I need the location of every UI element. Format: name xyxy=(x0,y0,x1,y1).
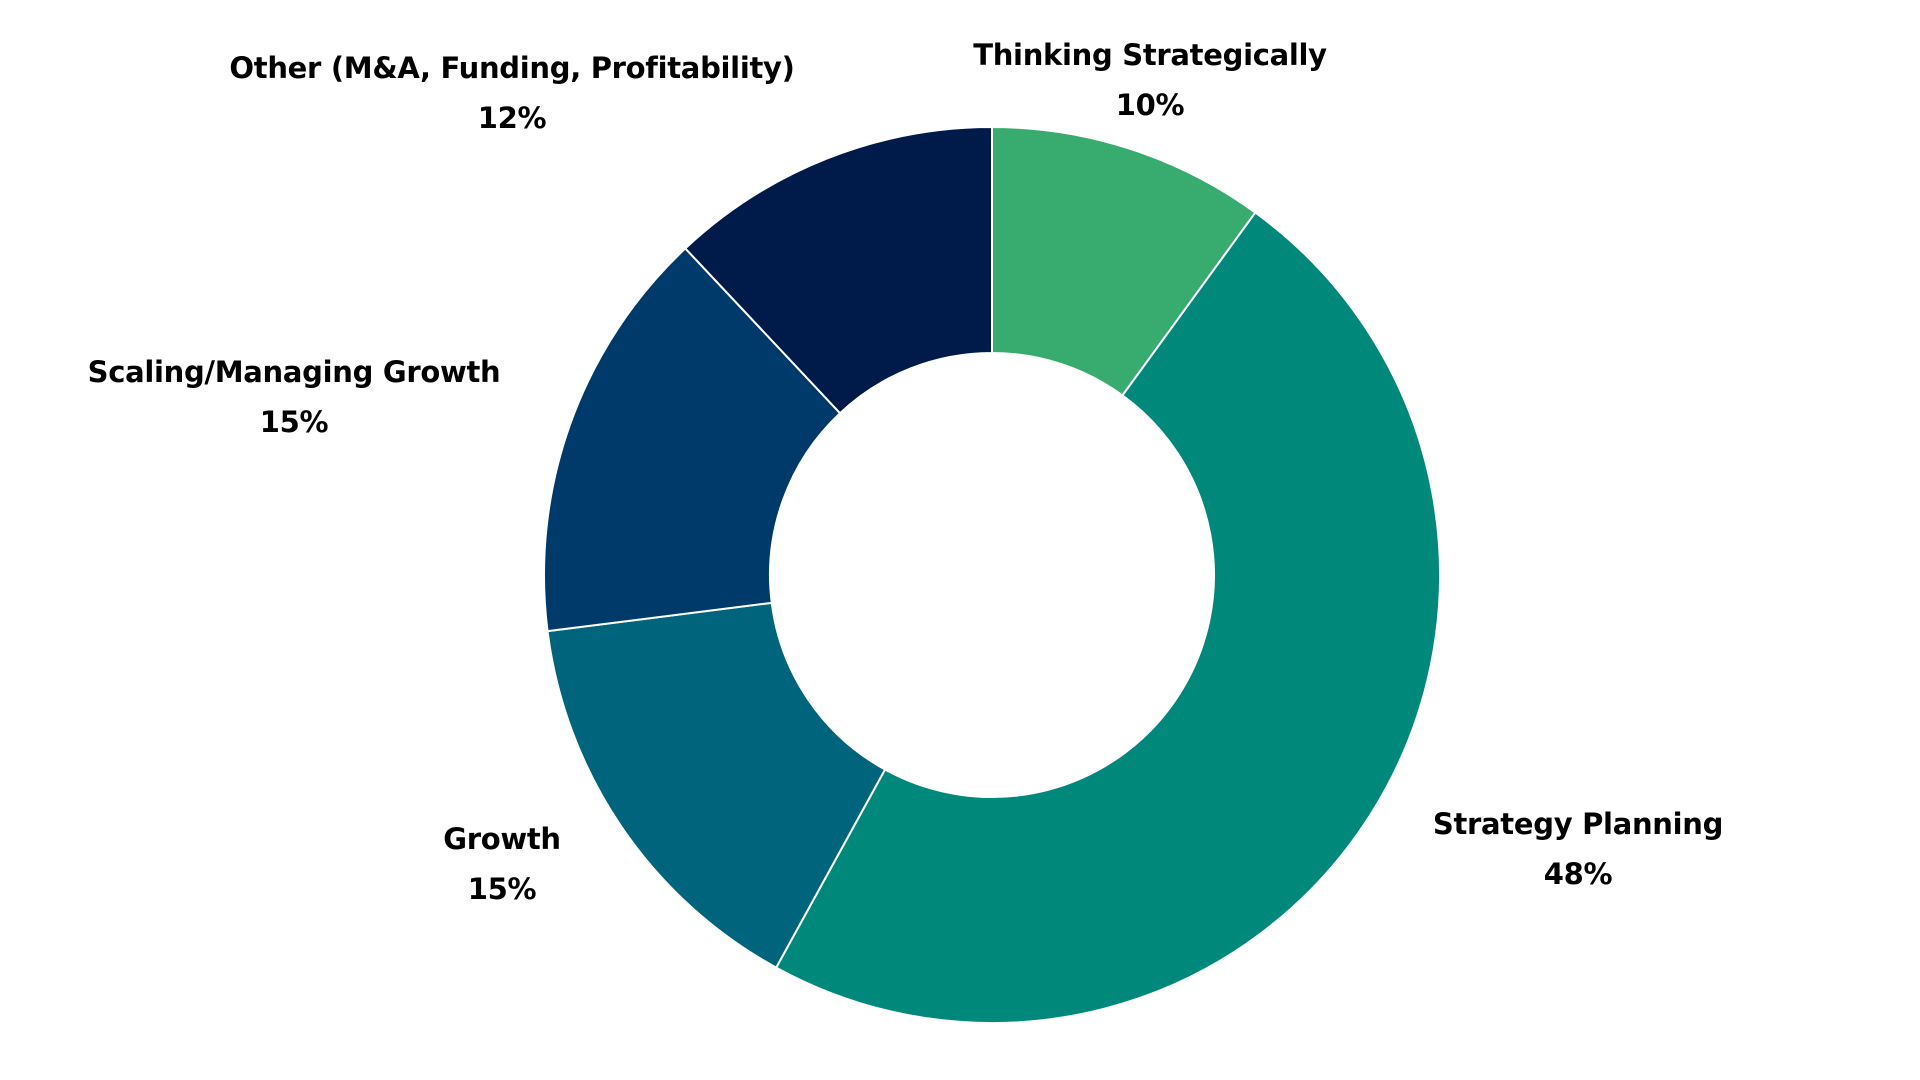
donut-slice-strategy-planning xyxy=(774,211,1442,1024)
donut-slice-growth xyxy=(546,601,887,969)
slice-percent: 15% xyxy=(259,405,329,439)
donut-slice-scaling-managing-growth xyxy=(543,247,842,633)
slice-name: Strategy Planning xyxy=(1432,807,1724,841)
slice-percent: 10% xyxy=(1115,88,1185,122)
slice-label-growth: Growth 15% xyxy=(443,814,561,914)
slice-label-strategy-planning: Strategy Planning 48% xyxy=(1432,799,1724,899)
slice-label-thinking-strategically: Thinking Strategically 10% xyxy=(973,30,1327,130)
slice-name: Growth xyxy=(443,822,561,856)
slice-name: Scaling/Managing Growth xyxy=(87,355,501,389)
slice-name: Thinking Strategically xyxy=(973,38,1327,72)
slice-label-scaling-managing-growth: Scaling/Managing Growth 15% xyxy=(88,347,501,447)
slice-percent: 48% xyxy=(1543,857,1613,891)
slice-percent: 12% xyxy=(477,101,547,135)
slice-label-other: Other (M&A, Funding, Profitability) 12% xyxy=(229,43,794,143)
slice-percent: 15% xyxy=(467,872,537,906)
donut-slice-other-m-a-funding-profitability xyxy=(683,125,993,415)
slice-name: Other (M&A, Funding, Profitability) xyxy=(229,51,795,85)
